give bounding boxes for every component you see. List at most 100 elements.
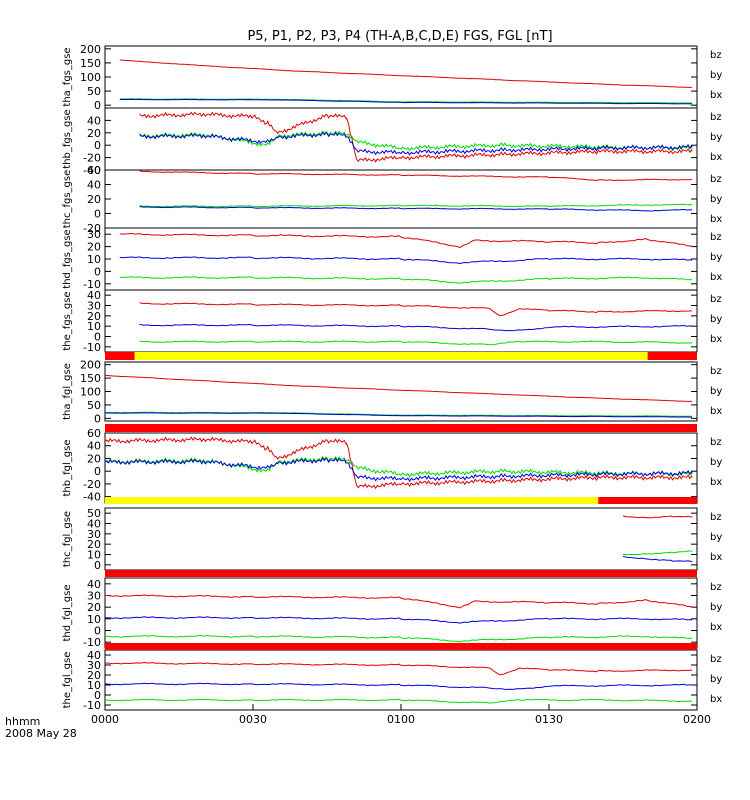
y-tick-label: 100 (80, 386, 101, 399)
series-bx (119, 98, 693, 105)
y-axis-label: thd_fgs_gse (62, 229, 73, 288)
series-bz (139, 170, 693, 182)
legend-by: by (710, 70, 722, 81)
y-tick-label: 100 (80, 71, 101, 84)
legend-bz: bz (710, 437, 722, 448)
legend-by: by (710, 132, 722, 143)
y-axis-label: tha_fgs_gse (62, 47, 73, 106)
y-tick-label: -20 (83, 478, 101, 491)
legend-bz: bz (710, 50, 722, 61)
y-tick-label: -40 (83, 164, 101, 177)
mode-bars-group (105, 352, 697, 650)
legend-by: by (710, 386, 722, 397)
mode-bar-segment (105, 570, 697, 577)
y-tick-label: 50 (87, 399, 101, 412)
y-tick-label: 10 (87, 253, 101, 266)
series-bx (105, 412, 693, 418)
y-tick-label: -10 (83, 278, 101, 291)
series-bz (119, 232, 693, 248)
mode-bar (105, 352, 697, 360)
series-bz (622, 515, 693, 519)
series-bz (104, 374, 693, 402)
mode-bar-segment (647, 352, 697, 360)
footer-label-hhmm: hhmm (5, 715, 40, 728)
y-tick-label: 0 (94, 625, 101, 638)
mode-bar (105, 570, 697, 577)
series-bz (139, 111, 693, 163)
y-tick-label: 10 (87, 613, 101, 626)
y-tick-label: 40 (87, 518, 101, 531)
series-bz (119, 59, 693, 88)
y-tick-label: 0 (94, 559, 101, 572)
series-bz (104, 594, 693, 609)
chart-title: P5, P1, P2, P3, P4 (TH-A,B,C,D,E) FGS, F… (247, 29, 552, 44)
y-tick-label: 0 (94, 331, 101, 344)
y-tick-label: 30 (87, 228, 101, 241)
legend-bz: bz (710, 654, 722, 665)
legend-by: by (710, 602, 722, 613)
series-by (622, 550, 693, 556)
y-axis-label: thc_fgl_gse (62, 511, 73, 567)
y-tick-label: 0 (94, 412, 101, 425)
panel-frame (104, 507, 698, 571)
y-tick-label: 40 (87, 440, 101, 453)
mode-bar-segment (105, 643, 697, 650)
y-tick-label: 60 (87, 164, 101, 177)
y-tick-label: 20 (87, 127, 101, 140)
series-by (139, 340, 693, 346)
series-bz (104, 661, 693, 676)
y-axis-label: tha_fgl_gse (62, 363, 73, 420)
legend-bx: bx (710, 90, 722, 101)
legend-bz: bz (710, 174, 722, 185)
x-tick-label: 0000 (91, 713, 119, 726)
legend-bx: bx (710, 152, 722, 163)
series-bz (139, 302, 693, 317)
y-tick-label: 40 (87, 114, 101, 127)
y-tick-label: 30 (87, 659, 101, 672)
mode-bar-segment (598, 497, 697, 504)
panel-frame (104, 649, 698, 711)
legend-bz: bz (710, 366, 722, 377)
legend-by: by (710, 457, 722, 468)
y-tick-label: 10 (87, 549, 101, 562)
series-bx (139, 206, 693, 212)
mode-bar-segment (134, 352, 648, 360)
x-tick-label: 0100 (387, 713, 415, 726)
legend-by: by (710, 314, 722, 325)
y-axis-label: thb_fgl_gse (62, 440, 73, 497)
x-axis: 0000 0030 0100 0130 0200 (91, 704, 711, 726)
panel-frame (104, 289, 698, 353)
mode-bar-segment (105, 497, 599, 504)
footer-label-date: 2008 May 28 (5, 727, 77, 740)
legend-bz: bz (710, 512, 722, 523)
legend-bx: bx (710, 477, 722, 488)
y-tick-label: 0 (94, 208, 101, 221)
mode-bar (105, 643, 697, 650)
y-tick-label: 150 (80, 372, 101, 385)
series-bx (104, 616, 693, 624)
y-axis-label: thc_fgs_gse (62, 170, 73, 229)
y-tick-label: 20 (87, 241, 101, 254)
series-bz (104, 436, 693, 490)
y-tick-label: 0 (94, 689, 101, 702)
panel-frame (104, 107, 698, 171)
y-tick-label: 20 (87, 193, 101, 206)
y-axis-label: the_fgs_gse (62, 291, 73, 350)
series-by (139, 203, 693, 208)
y-tick-label: 20 (87, 669, 101, 682)
y-tick-label: 60 (87, 427, 101, 440)
y-tick-label: 10 (87, 320, 101, 333)
y-tick-label: -20 (83, 222, 101, 235)
mode-bar (105, 424, 697, 432)
y-tick-label: 0 (94, 139, 101, 152)
y-tick-label: 30 (87, 528, 101, 541)
y-axis-label: thb_fgs_gse (62, 109, 73, 168)
legend-bz: bz (710, 232, 722, 243)
y-tick-label: 200 (80, 43, 101, 56)
